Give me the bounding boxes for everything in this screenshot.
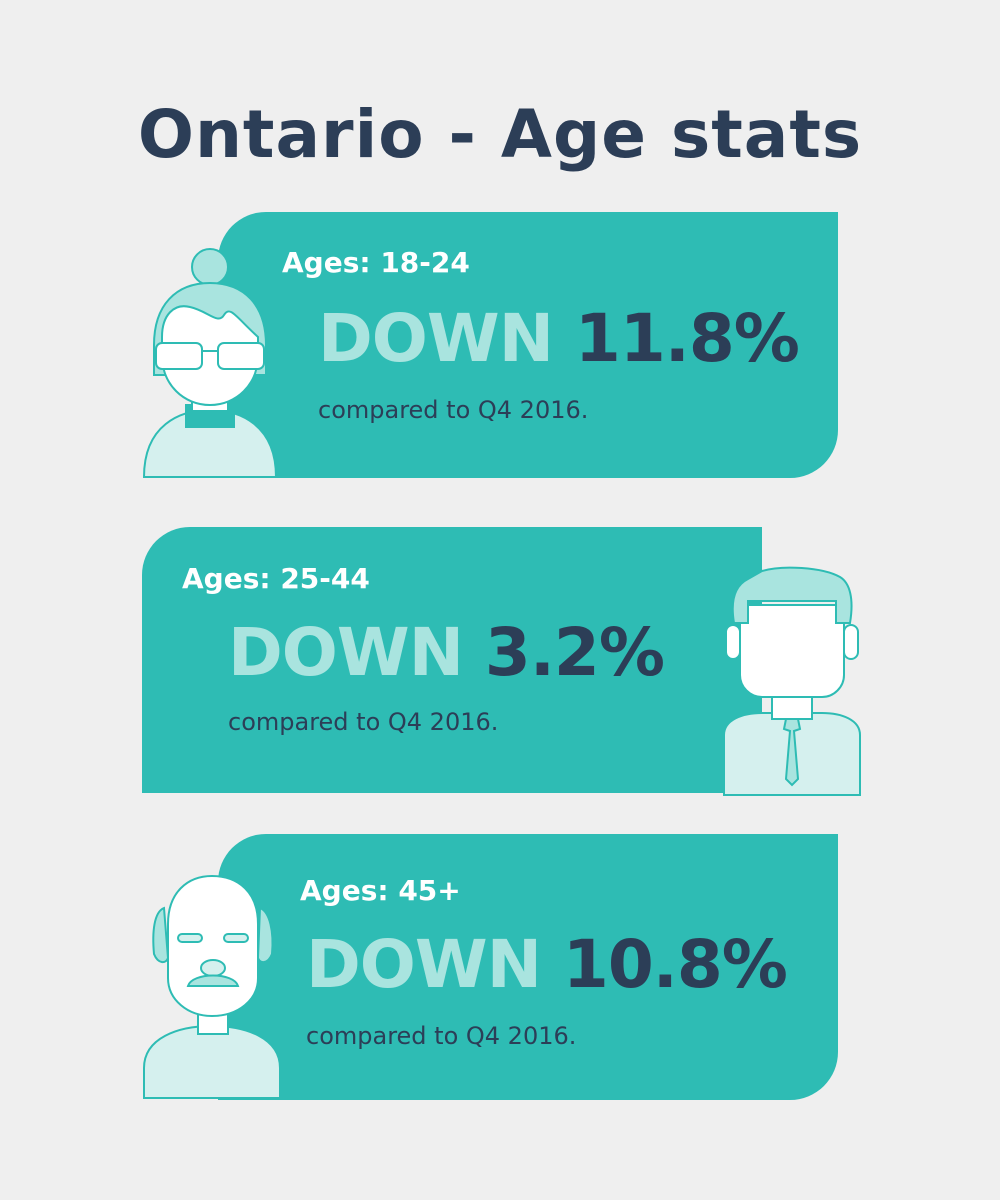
older-man-mustache-icon (143, 874, 281, 1099)
card-stat: DOWN 3.2% (228, 620, 665, 686)
businessman-tie-icon (723, 566, 861, 796)
trend-text: DOWN (306, 926, 542, 1003)
card-label: Ages: 25-44 (182, 562, 370, 595)
card-label: Ages: 45+ (300, 874, 461, 907)
trend-text: DOWN (318, 300, 554, 377)
trend-text: DOWN (228, 614, 464, 691)
young-woman-glasses-icon (142, 248, 278, 478)
card-stat: DOWN 11.8% (318, 306, 800, 372)
percent-value: 3.2% (484, 614, 665, 691)
age-card-45-plus (218, 834, 838, 1100)
percent-value: 11.8% (574, 300, 800, 377)
card-stat: DOWN 10.8% (306, 932, 788, 998)
age-card-18-24 (218, 212, 838, 478)
page-title: Ontario - Age stats (137, 96, 863, 173)
percent-value: 10.8% (562, 926, 788, 1003)
comparison-note: compared to Q4 2016. (318, 396, 589, 424)
age-card-25-44 (142, 527, 762, 793)
card-label: Ages: 18-24 (282, 246, 470, 279)
comparison-note: compared to Q4 2016. (306, 1022, 577, 1050)
comparison-note: compared to Q4 2016. (228, 708, 499, 736)
